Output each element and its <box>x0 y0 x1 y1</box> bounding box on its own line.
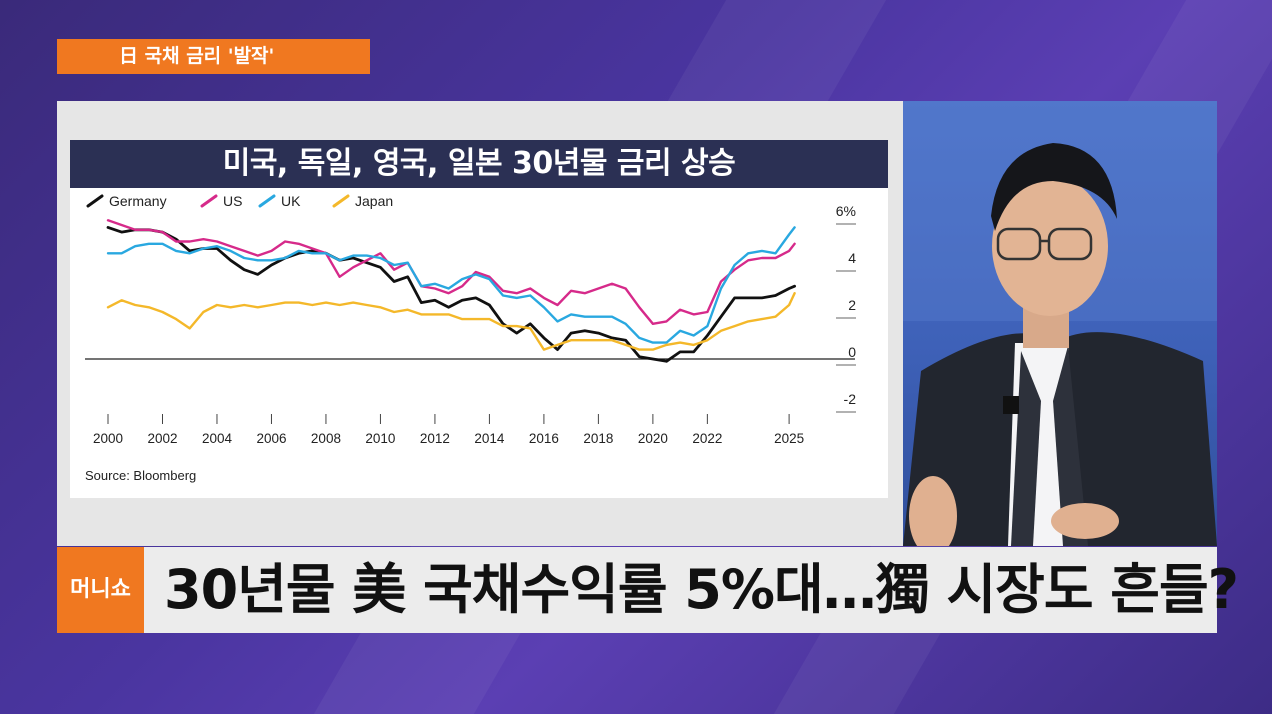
chart-source: Source: Bloomberg <box>85 468 196 483</box>
legend-label-germany: Germany <box>109 193 167 209</box>
program-logo: 머니쇼 <box>57 547 144 633</box>
x-tick-label: 2025 <box>774 431 804 446</box>
y-tick-label: -2 <box>844 391 857 407</box>
legend-label-japan: Japan <box>355 193 393 209</box>
legend-swatch-japan <box>332 194 350 208</box>
y-tick-label: 2 <box>848 297 856 313</box>
presenter-video <box>903 101 1217 546</box>
y-tick-label: 0 <box>848 344 856 360</box>
topic-tag: 日 국채 금리 '발작' <box>57 39 370 74</box>
presenter-image <box>903 101 1217 546</box>
legend-swatch-us <box>200 194 218 208</box>
y-tick-label: 6% <box>836 203 856 219</box>
x-tick-label: 2004 <box>202 431 233 446</box>
series-line-us <box>106 219 796 326</box>
x-tick-label: 2020 <box>638 431 668 446</box>
headline: 30년물 美 국채수익률 5%대…獨 시장도 흔들? <box>164 558 1239 621</box>
series-line-uk <box>106 226 796 344</box>
x-tick-label: 2000 <box>93 431 123 446</box>
series-line-japan <box>106 291 796 351</box>
lower-third-bar <box>57 547 1217 633</box>
legend-swatch-germany <box>86 194 104 208</box>
x-tick-label: 2012 <box>420 431 450 446</box>
x-tick-label: 2006 <box>256 431 286 446</box>
x-tick-label: 2022 <box>692 431 722 446</box>
x-tick-label: 2016 <box>529 431 559 446</box>
chart-axes <box>85 223 856 424</box>
x-tick-label: 2002 <box>147 431 177 446</box>
x-tick-label: 2018 <box>583 431 613 446</box>
x-tick-label: 2014 <box>474 431 505 446</box>
series-line-germany <box>106 226 796 363</box>
chart-series <box>106 219 796 363</box>
legend-swatch-uk <box>258 194 276 208</box>
legend-label-us: US <box>223 193 242 209</box>
chart-tick-labels: 6% 4 2 0 -2 2000 2002 2004 2006 2008 2010 2012 2014 2… <box>93 203 856 446</box>
x-tick-label: 2008 <box>311 431 341 446</box>
chart-title: 미국, 독일, 영국, 일본 30년물 금리 상승 <box>70 140 888 188</box>
chart-legend: Germany US UK Japan <box>86 193 393 209</box>
yield-line-chart: Germany US UK Japan 6% 4 2 0 -2 2000 2002 2004 2006… <box>85 193 856 483</box>
y-tick-label: 4 <box>848 250 856 266</box>
legend-label-uk: UK <box>281 193 301 209</box>
x-tick-label: 2010 <box>365 431 395 446</box>
